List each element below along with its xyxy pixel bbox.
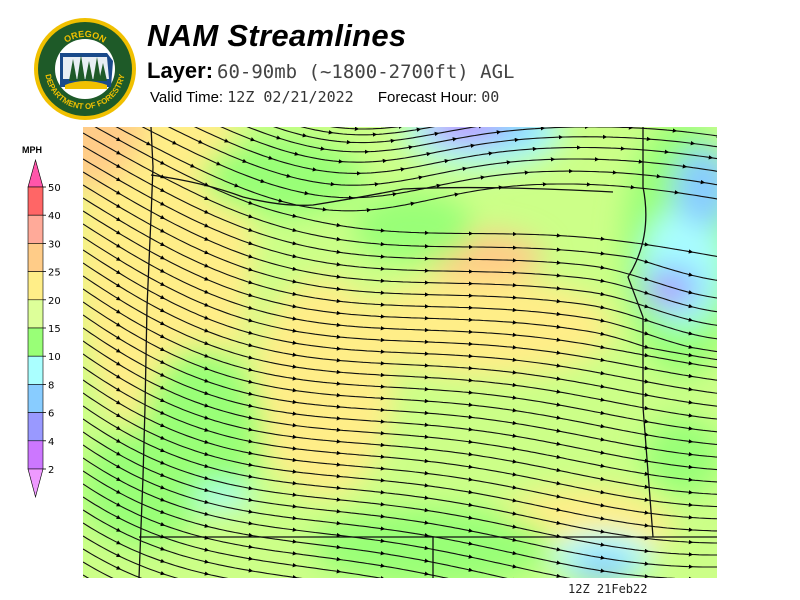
streamline — [83, 249, 717, 394]
streamline — [83, 197, 717, 353]
streamline — [83, 535, 179, 578]
colorbar-label: 10 — [48, 352, 61, 363]
colorbar-segment — [27, 299, 44, 329]
streamline — [83, 223, 717, 369]
colorbar-segment — [27, 440, 44, 470]
streamline — [167, 127, 717, 186]
streamline — [83, 457, 571, 578]
streamline — [83, 288, 717, 433]
colorbar-label: 15 — [48, 324, 61, 335]
colorbar-segment — [27, 214, 44, 244]
page-title: NAM Streamlines — [147, 18, 407, 53]
colorbar-top-arrow — [27, 158, 44, 188]
streamline-map — [83, 127, 717, 578]
speed-region — [203, 137, 363, 217]
forecast-hour-label: Forecast Hour: — [377, 89, 478, 106]
colorbar-segment — [27, 271, 44, 301]
wind-speed-colorbar: 50 40 30 25 20 15 10 8 6 4 2 — [27, 158, 61, 499]
streamline — [83, 327, 717, 471]
streamline — [83, 522, 229, 578]
valid-time-label: Valid Time: — [150, 89, 224, 106]
streamline — [83, 483, 449, 578]
colorbar-label: 25 — [48, 268, 61, 279]
streamline — [115, 127, 717, 212]
streamline — [83, 392, 717, 532]
speed-region — [353, 192, 473, 262]
colorbar-label: 30 — [48, 239, 61, 250]
speed-region — [353, 277, 613, 377]
speed-region — [573, 552, 633, 578]
streamline — [83, 574, 90, 578]
streamline — [83, 314, 717, 458]
streamline — [141, 127, 717, 199]
streamline — [83, 145, 717, 299]
streamline — [83, 262, 717, 407]
streamline — [94, 127, 717, 258]
streamline — [83, 275, 717, 420]
streamline — [300, 127, 436, 136]
layer-value: 60-90mb (~1800-2700ft) AGL — [217, 61, 515, 83]
forecast-hour-value: 00 — [481, 88, 500, 106]
streamline — [273, 127, 478, 144]
colorbar-segment — [27, 355, 44, 385]
streamline — [83, 379, 717, 520]
streamline — [83, 405, 717, 544]
streamline — [83, 509, 303, 578]
streamline — [83, 496, 383, 578]
streamline — [83, 236, 717, 381]
streamline — [83, 353, 717, 495]
streamline — [83, 366, 717, 508]
speed-region — [650, 282, 686, 302]
colorbar-segment — [27, 384, 44, 413]
streamlines — [83, 127, 717, 578]
streamline — [83, 210, 717, 361]
valid-time-value: 12Z 02/21/2022 — [227, 88, 354, 106]
streamline — [83, 444, 681, 578]
svg-text:OREGON: OREGON — [62, 29, 108, 45]
colorbar-segment — [27, 186, 44, 216]
colorbar-label: 20 — [48, 296, 61, 307]
streamline — [83, 301, 717, 446]
colorbar-label: 50 — [48, 183, 61, 194]
streamline — [329, 127, 401, 130]
colorbar-label: 40 — [48, 211, 61, 222]
colorbar-segment — [27, 327, 44, 357]
colorbar-label: 6 — [48, 409, 54, 420]
streamline — [83, 418, 717, 556]
streamline — [83, 158, 717, 313]
streamline — [83, 548, 143, 578]
valid-time-info: Valid Time: 12Z 02/21/2022 Forecast Hour… — [150, 88, 519, 106]
oregon-department-of-forestry-logo: OREGON DEPARTMENT OF FORESTRY — [34, 18, 136, 120]
streamline — [83, 171, 717, 326]
speed-region — [423, 127, 503, 139]
colorbar-label: 4 — [48, 437, 54, 448]
streamline — [193, 127, 717, 174]
streamline — [83, 561, 114, 578]
streamline — [83, 184, 717, 340]
colorbar-label: 8 — [48, 380, 54, 391]
map-timestamp: 12Z 21Feb22 — [568, 582, 648, 596]
legend-unit: MPH — [22, 145, 42, 155]
colorbar-segment — [27, 412, 44, 442]
streamline — [83, 340, 717, 483]
layer-label: Layer: — [147, 58, 214, 83]
colorbar-bottom-arrow — [27, 468, 44, 499]
colorbar-segment — [27, 243, 44, 272]
streamline — [83, 431, 717, 568]
streamline — [83, 132, 717, 281]
colorbar-label: 2 — [48, 465, 54, 476]
layer-info: Layer: 60-90mb (~1800-2700ft) AGL — [147, 58, 514, 84]
